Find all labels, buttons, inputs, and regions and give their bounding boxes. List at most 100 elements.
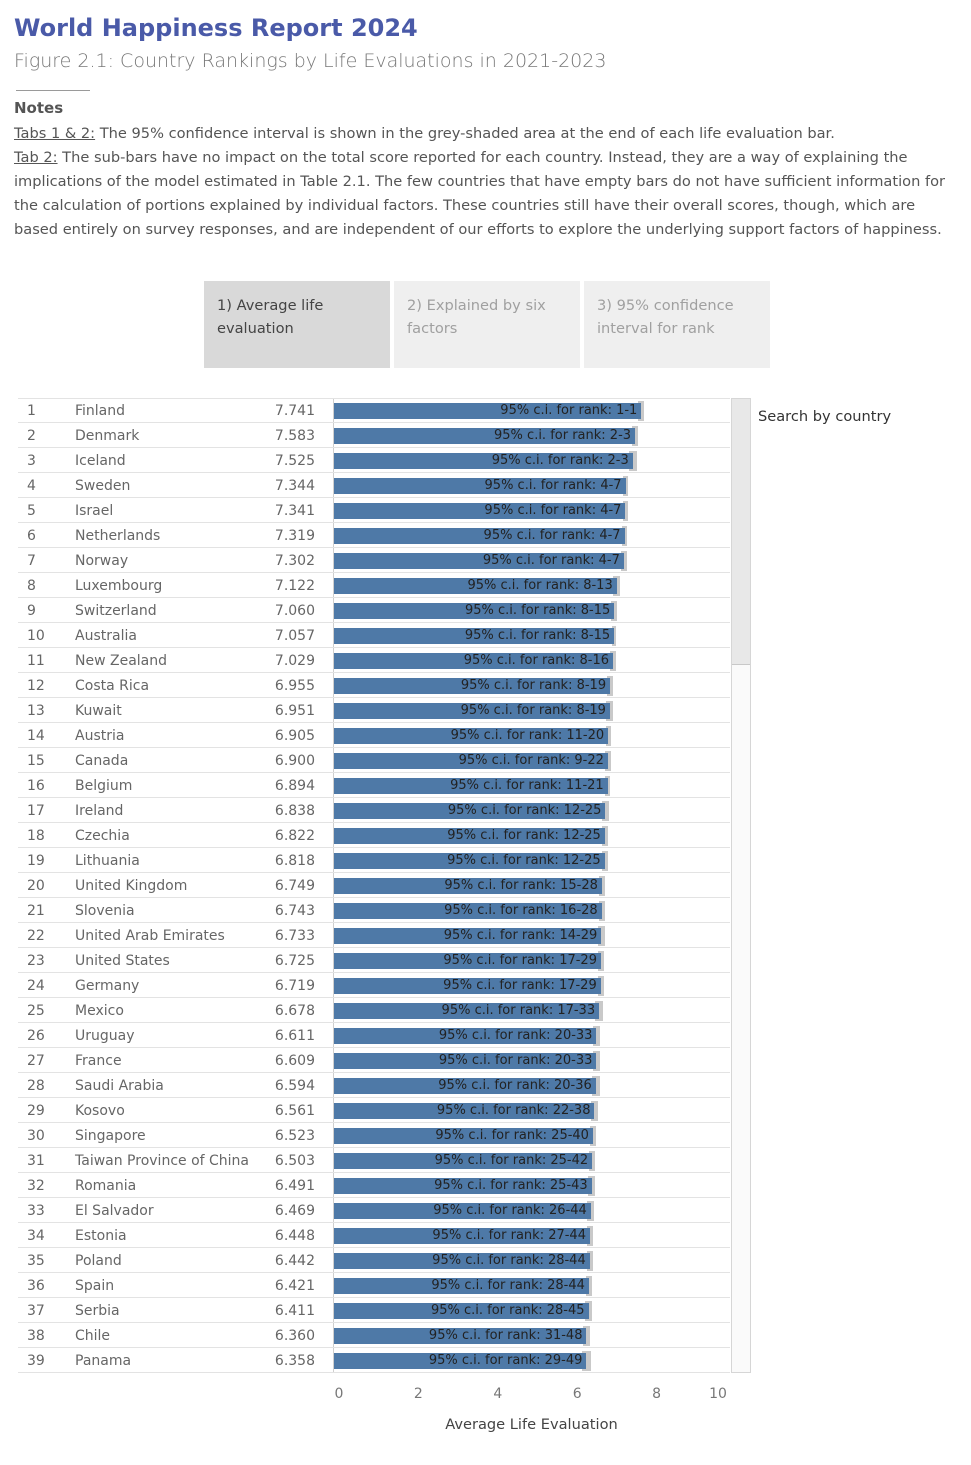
- bar-mark[interactable]: [334, 903, 602, 919]
- table-row[interactable]: 7 Norway 7.302 95% c.i. for rank: 4-7: [18, 548, 730, 573]
- bar-mark[interactable]: [334, 703, 610, 719]
- bar-mark[interactable]: [334, 628, 615, 644]
- bar-mark[interactable]: [334, 1003, 600, 1019]
- bar-mark[interactable]: [334, 878, 602, 894]
- table-row[interactable]: 13 Kuwait 6.951 95% c.i. for rank: 8-19: [18, 698, 730, 723]
- table-row[interactable]: 37 Serbia 6.411 95% c.i. for rank: 28-45: [18, 1298, 730, 1323]
- scrollbar-thumb[interactable]: [732, 399, 750, 665]
- bar-mark[interactable]: [334, 753, 608, 769]
- table-row[interactable]: 10 Australia 7.057 95% c.i. for rank: 8-15: [18, 623, 730, 648]
- bar-mark[interactable]: [334, 1278, 589, 1294]
- table-row[interactable]: 2 Denmark 7.583 95% c.i. for rank: 2-3: [18, 423, 730, 448]
- country-label: Estonia: [75, 1228, 127, 1244]
- table-row[interactable]: 38 Chile 6.360 95% c.i. for rank: 31-48: [18, 1323, 730, 1348]
- table-row[interactable]: 8 Luxembourg 7.122 95% c.i. for rank: 8-13: [18, 573, 730, 598]
- table-row[interactable]: 3 Iceland 7.525 95% c.i. for rank: 2-3: [18, 448, 730, 473]
- table-row[interactable]: 32 Romania 6.491 95% c.i. for rank: 25-43: [18, 1173, 730, 1198]
- bar-data-label: 95% c.i. for rank: 17-29: [443, 978, 597, 993]
- bar-mark[interactable]: [334, 928, 602, 944]
- table-row[interactable]: 11 New Zealand 7.029 95% c.i. for rank: 8-1…: [18, 648, 730, 673]
- bar-mark[interactable]: [334, 828, 605, 844]
- bar-mark[interactable]: [334, 1328, 587, 1344]
- tab-confidence-interval-for-rank[interactable]: 3) 95% confidence interval for rank: [584, 281, 770, 368]
- table-row[interactable]: 17 Ireland 6.838 95% c.i. for rank: 12-25: [18, 798, 730, 823]
- bar-data-label: 95% c.i. for rank: 1-1: [500, 403, 638, 418]
- table-row[interactable]: 21 Slovenia 6.743 95% c.i. for rank: 16-28: [18, 898, 730, 923]
- table-row[interactable]: 36 Spain 6.421 95% c.i. for rank: 28-44: [18, 1273, 730, 1298]
- table-row[interactable]: 6 Netherlands 7.319 95% c.i. for rank: 4-7: [18, 523, 730, 548]
- bar-mark[interactable]: [334, 603, 615, 619]
- table-row[interactable]: 4 Sweden 7.344 95% c.i. for rank: 4-7: [18, 473, 730, 498]
- table-row[interactable]: 20 United Kingdom 6.749 95% c.i. for rank: …: [18, 873, 730, 898]
- table-row[interactable]: 39 Panama 6.358 95% c.i. for rank: 29-49: [18, 1348, 730, 1373]
- table-row[interactable]: 25 Mexico 6.678 95% c.i. for rank: 17-33: [18, 998, 730, 1023]
- table-row[interactable]: 1 Finland 7.741 95% c.i. for rank: 1-1: [18, 398, 730, 423]
- bar-cell: 95% c.i. for rank: 26-44: [333, 1198, 731, 1223]
- bar-mark[interactable]: [334, 978, 601, 994]
- table-row[interactable]: 16 Belgium 6.894 95% c.i. for rank: 11-21: [18, 773, 730, 798]
- chart-scrollbar[interactable]: [731, 398, 751, 1373]
- score-label: 7.583: [274, 428, 315, 444]
- country-label: Spain: [75, 1278, 115, 1294]
- score-label: 6.900: [274, 753, 315, 769]
- bar-data-label: 95% c.i. for rank: 20-33: [438, 1028, 593, 1043]
- table-row[interactable]: 29 Kosovo 6.561 95% c.i. for rank: 22-38: [18, 1098, 730, 1123]
- score-label: 6.561: [274, 1103, 315, 1119]
- table-row[interactable]: 9 Switzerland 7.060 95% c.i. for rank: 8-15: [18, 598, 730, 623]
- table-row[interactable]: 15 Canada 6.900 95% c.i. for rank: 9-22: [18, 748, 730, 773]
- bar-mark[interactable]: [334, 578, 617, 594]
- table-row[interactable]: 31 Taiwan Province of China 6.503 95% c.i. …: [18, 1148, 730, 1173]
- bar-mark[interactable]: [334, 653, 614, 669]
- bar-mark[interactable]: [334, 1178, 592, 1194]
- table-row[interactable]: 22 United Arab Emirates 6.733 95% c.i. for …: [18, 923, 730, 948]
- bar-data-label: 95% c.i. for rank: 25-42: [434, 1153, 589, 1168]
- bar-mark[interactable]: [334, 428, 636, 444]
- table-row[interactable]: 26 Uruguay 6.611 95% c.i. for rank: 20-33: [18, 1023, 730, 1048]
- bar-mark[interactable]: [334, 453, 633, 469]
- table-row[interactable]: 34 Estonia 6.448 95% c.i. for rank: 27-44: [18, 1223, 730, 1248]
- country-label: Kuwait: [75, 703, 122, 719]
- bar-mark[interactable]: [334, 1078, 596, 1094]
- bar-mark[interactable]: [334, 1228, 590, 1244]
- bar-mark[interactable]: [334, 478, 626, 494]
- bar-cell: 95% c.i. for rank: 17-29: [333, 948, 731, 973]
- table-row[interactable]: 19 Lithuania 6.818 95% c.i. for rank: 12-25: [18, 848, 730, 873]
- table-row[interactable]: 30 Singapore 6.523 95% c.i. for rank: 25-40: [18, 1123, 730, 1148]
- table-row[interactable]: 14 Austria 6.905 95% c.i. for rank: 11-20: [18, 723, 730, 748]
- bar-mark[interactable]: [334, 403, 642, 419]
- bar-mark[interactable]: [334, 1128, 593, 1144]
- bar-mark[interactable]: [334, 503, 626, 519]
- rank-label: 26: [27, 1028, 45, 1044]
- bar-mark[interactable]: [334, 1153, 593, 1169]
- tab-average-life-evaluation[interactable]: 1) Average life evaluation: [204, 281, 390, 368]
- table-row[interactable]: 23 United States 6.725 95% c.i. for rank: 1…: [18, 948, 730, 973]
- bar-mark[interactable]: [334, 1103, 595, 1119]
- bar-mark[interactable]: [334, 1353, 587, 1369]
- bar-mark[interactable]: [334, 1203, 591, 1219]
- tab-explained-by-six-factors[interactable]: 2) Explained by six factors: [394, 281, 580, 368]
- table-row[interactable]: 5 Israel 7.341 95% c.i. for rank: 4-7: [18, 498, 730, 523]
- bar-mark[interactable]: [334, 853, 605, 869]
- bar-mark[interactable]: [334, 728, 609, 744]
- bar-mark[interactable]: [334, 553, 624, 569]
- row-divider: [18, 972, 730, 973]
- bar-mark[interactable]: [334, 1028, 597, 1044]
- table-row[interactable]: 33 El Salvador 6.469 95% c.i. for rank: 26-…: [18, 1198, 730, 1223]
- bar-mark[interactable]: [334, 778, 608, 794]
- table-row[interactable]: 28 Saudi Arabia 6.594 95% c.i. for rank: 20…: [18, 1073, 730, 1098]
- table-row[interactable]: 18 Czechia 6.822 95% c.i. for rank: 12-25: [18, 823, 730, 848]
- bar-mark[interactable]: [334, 528, 625, 544]
- rank-label: 19: [27, 853, 45, 869]
- bar-cell: 95% c.i. for rank: 12-25: [333, 848, 731, 873]
- table-row[interactable]: 12 Costa Rica 6.955 95% c.i. for rank: 8-19: [18, 673, 730, 698]
- table-row[interactable]: 27 France 6.609 95% c.i. for rank: 20-33: [18, 1048, 730, 1073]
- bar-mark[interactable]: [334, 1053, 597, 1069]
- bar-mark[interactable]: [334, 1253, 590, 1269]
- bar-mark[interactable]: [334, 1303, 589, 1319]
- bar-mark[interactable]: [334, 953, 601, 969]
- bar-mark[interactable]: [334, 678, 611, 694]
- table-row[interactable]: 24 Germany 6.719 95% c.i. for rank: 17-29: [18, 973, 730, 998]
- bar-mark[interactable]: [334, 803, 606, 819]
- search-by-country-label[interactable]: Search by country: [758, 408, 892, 425]
- table-row[interactable]: 35 Poland 6.442 95% c.i. for rank: 28-44: [18, 1248, 730, 1273]
